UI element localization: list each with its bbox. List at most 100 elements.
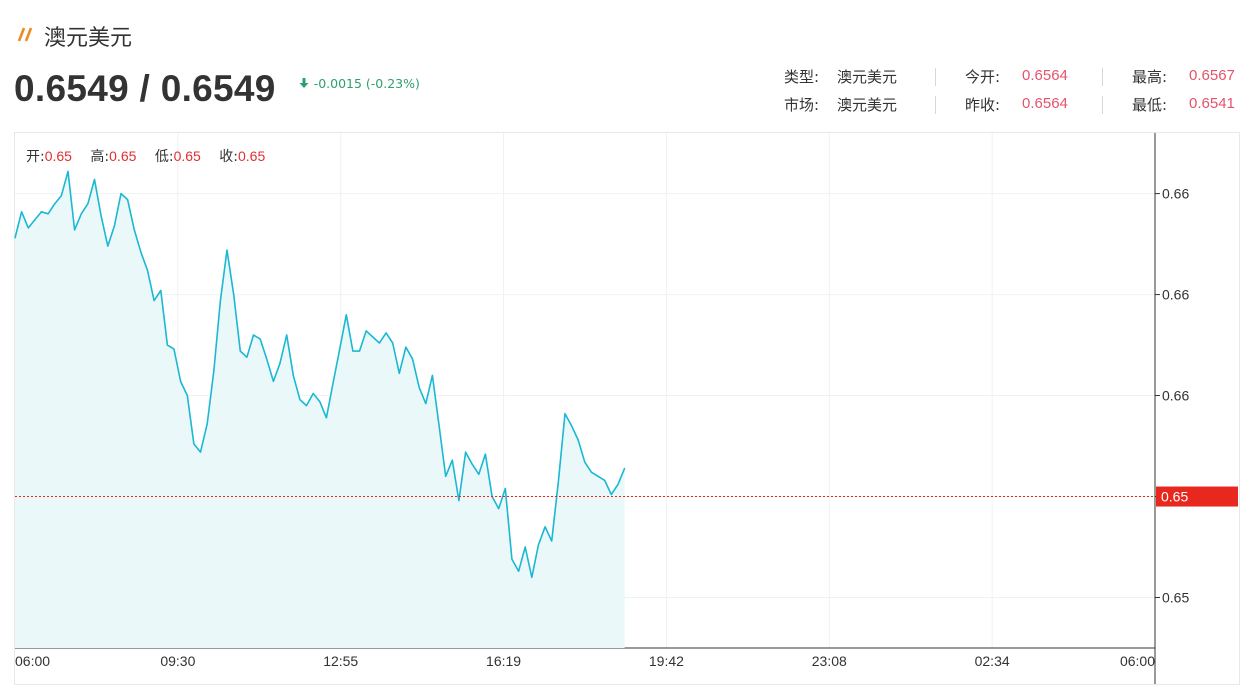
data-point [378,342,380,344]
data-point [166,344,168,346]
divider [935,96,936,114]
data-point [339,348,341,350]
data-point [425,403,427,405]
double-slash-icon [17,27,33,42]
market-value: 澳元美元 [837,96,898,114]
y-tick-label: 0.66 [1162,388,1189,404]
data-point [385,332,387,334]
data-point [392,342,394,344]
data-point [617,483,619,485]
data-point [325,417,327,419]
data-point [259,338,261,340]
bid-ask-price: 0.6549 / 0.6549 [14,68,276,109]
data-point [418,386,420,388]
high-value: 0.6567 [1189,67,1235,84]
data-point [478,473,480,475]
data-point [372,336,374,338]
data-point [306,405,308,407]
data-point [193,443,195,445]
y-tick-label: 0.66 [1162,287,1189,303]
ohlc-high-value: 0.65 [109,148,137,164]
x-tick-label: 16:19 [486,653,521,669]
price-row: 0.6549 / 0.6549 -0.0015 (-0.23%) [14,68,420,110]
data-point [484,453,486,455]
data-point [597,475,599,477]
divider [1102,68,1103,86]
data-point [127,199,129,201]
data-point [60,195,62,197]
y-tick-label: 0.65 [1162,590,1189,606]
data-point [160,290,162,292]
data-point [451,459,453,461]
data-point [498,508,500,510]
data-point [564,413,566,415]
data-point [133,229,135,231]
data-point [312,393,314,395]
data-point [332,382,334,384]
data-point [518,570,520,572]
x-tick-label: 19:42 [649,653,684,669]
data-point [27,227,29,229]
data-point [345,314,347,316]
x-tick-label: 06:00 [15,653,50,669]
data-point [54,203,56,205]
data-point [624,467,626,469]
data-point [412,358,414,360]
current-price-label: 0.65 [1161,489,1188,505]
ohlc-readout: 开:0.65 高:0.65 低:0.65 收:0.65 [26,146,279,166]
divider [935,68,936,86]
data-point [266,358,268,360]
data-point [87,203,89,205]
data-point [206,423,208,425]
data-point [537,544,539,546]
low-label: 最低: [1132,96,1168,114]
high-label: 最高: [1132,68,1168,86]
data-point [471,463,473,465]
data-point [200,451,202,453]
data-point [531,576,533,578]
data-point [279,362,281,364]
data-point [405,346,407,348]
data-point [100,215,102,217]
data-point [590,471,592,473]
data-point [74,229,76,231]
data-point [14,237,16,239]
x-tick-label: 09:30 [160,653,195,669]
ohlc-low-value: 0.65 [173,148,201,164]
chart-frame[interactable] [14,132,1240,685]
data-point [610,494,612,496]
type-label: 类型: [784,68,820,86]
data-point [219,300,221,302]
data-point [299,399,301,401]
data-point [445,475,447,477]
data-point [511,558,513,560]
x-tick-label: 23:08 [812,653,847,669]
data-point [94,178,96,180]
data-point [80,213,82,215]
ohlc-high-label: 高: [90,149,110,165]
data-point [173,348,175,350]
ohlc-close-label: 收: [219,149,238,165]
data-point [246,356,248,358]
data-point [153,300,155,302]
prev-close-label: 昨收: [965,96,1001,114]
x-tick-label: 06:00 [1120,653,1155,669]
data-point [524,546,526,548]
x-tick-label: 12:55 [323,653,358,669]
data-point [465,451,467,453]
price-change-text: -0.0015 (-0.23%) [313,75,420,91]
data-point [107,245,109,247]
ohlc-low-label: 低: [154,149,174,165]
data-point [292,374,294,376]
series-area [15,171,625,648]
divider [1102,96,1103,114]
y-tick-label: 0.66 [1162,186,1189,202]
data-point [438,425,440,427]
data-point [21,211,23,213]
data-point [544,526,546,528]
market-label: 市场: [784,96,820,114]
data-point [180,380,182,382]
data-point [604,479,606,481]
data-point [431,374,433,376]
